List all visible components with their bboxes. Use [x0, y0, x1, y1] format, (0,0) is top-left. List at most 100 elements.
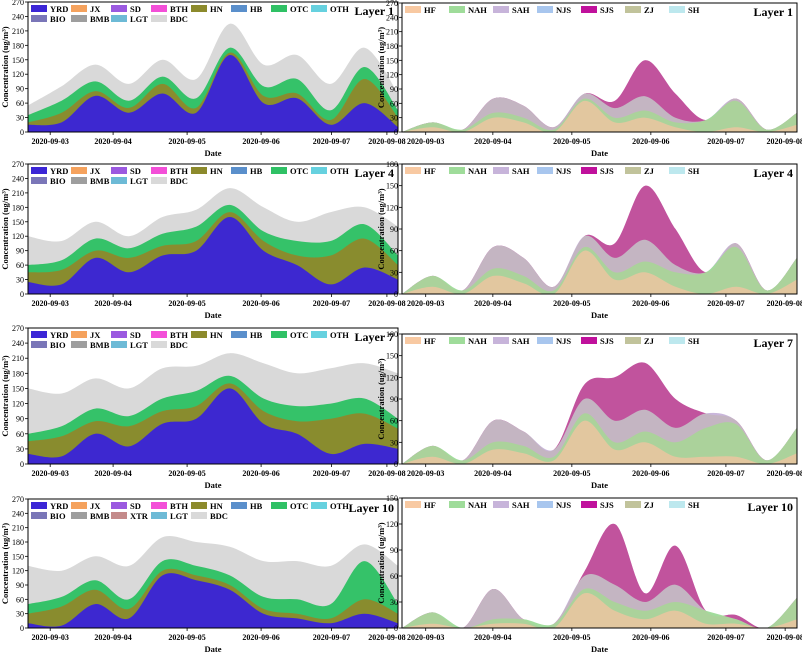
- legend-swatch: [71, 167, 87, 174]
- y-tick-label: 30: [16, 276, 24, 285]
- x-tick-label: 2020-09-03: [32, 137, 69, 146]
- area-yrd: [28, 388, 398, 464]
- legend-swatch: [493, 6, 509, 13]
- y-tick-label: 60: [16, 595, 24, 604]
- y-axis-title: Concentration (ug/m³): [376, 522, 386, 603]
- legend-label: BMB: [90, 176, 110, 186]
- area-hf: [402, 593, 797, 628]
- legend-label: LGT: [130, 176, 148, 186]
- y-tick-label: 240: [12, 174, 24, 183]
- y-axis-title: Concentration (ug/m³): [0, 355, 10, 436]
- panel-title: Layer 1: [754, 5, 793, 19]
- y-tick-label: 90: [16, 581, 24, 590]
- panel-title: Layer 10: [748, 500, 793, 514]
- legend-swatch: [111, 167, 127, 174]
- legend-swatch: [449, 6, 465, 13]
- legend-label: JX: [90, 166, 101, 176]
- legend-swatch: [625, 501, 641, 508]
- legend-label: BTH: [170, 501, 188, 511]
- x-tick-label: 2020-09-04: [474, 137, 511, 146]
- legend-label: SAH: [512, 166, 530, 176]
- x-tick-label: 2020-09-05: [553, 633, 590, 642]
- y-tick-label: 150: [386, 182, 398, 191]
- y-tick-label: 150: [386, 56, 398, 65]
- y-axis-title: Concentration (ug/m³): [0, 523, 10, 604]
- y-tick-label: 210: [12, 524, 24, 533]
- y-tick-label: 0: [20, 290, 24, 299]
- legend-label: HB: [250, 166, 263, 176]
- y-tick-label: 180: [12, 41, 24, 50]
- y-tick-label: 180: [386, 42, 398, 51]
- x-tick-label: 2020-09-06: [242, 137, 279, 146]
- legend-swatch: [71, 502, 87, 509]
- legend-label: NAH: [468, 336, 487, 346]
- legend-label: BTH: [170, 330, 188, 340]
- y-tick-label: 90: [16, 247, 24, 256]
- legend-swatch: [31, 177, 47, 184]
- y-tick-label: 180: [386, 160, 398, 169]
- x-tick-label: 2020-09-03: [32, 469, 69, 478]
- legend-label: SH: [688, 166, 700, 176]
- chart-panel-1: 0 30 60 90 120 150 180 210 240 270 2020-09-03 2020-…: [0, 0, 406, 158]
- legend-swatch: [71, 5, 87, 12]
- legend-swatch: [151, 331, 167, 338]
- legend-label: SH: [688, 500, 700, 510]
- legend-swatch: [231, 167, 247, 174]
- legend-swatch: [625, 6, 641, 13]
- stacked-areas: [402, 362, 797, 464]
- legend-label: SJS: [600, 5, 614, 15]
- legend-label: NAH: [468, 166, 487, 176]
- x-tick-label: 2020-09-07: [707, 137, 744, 146]
- legend-label: OTH: [330, 501, 349, 511]
- plot-frame: [401, 497, 798, 629]
- x-tick-label: 2020-09-05: [168, 299, 205, 308]
- legend-label: NAH: [468, 5, 487, 15]
- legend-swatch: [111, 331, 127, 338]
- legend-swatch: [151, 177, 167, 184]
- x-tick-label: 2020-09-07: [707, 633, 744, 642]
- legend-swatch: [537, 6, 553, 13]
- legend-swatch: [311, 331, 327, 338]
- legend-label: NJS: [556, 336, 571, 346]
- legend-label: BIO: [50, 340, 66, 350]
- legend-swatch: [191, 331, 207, 338]
- y-tick-label: 90: [390, 546, 398, 555]
- legend-label: ZJ: [644, 166, 655, 176]
- y-tick-label: 210: [12, 354, 24, 363]
- legend-swatch: [405, 6, 421, 13]
- y-tick-label: 150: [386, 494, 398, 503]
- stacked-areas: [402, 185, 797, 294]
- legend-swatch: [669, 337, 685, 344]
- legend-label: HB: [250, 501, 263, 511]
- y-tick-label: 30: [16, 114, 24, 123]
- legend-swatch: [31, 502, 47, 509]
- area-total-cap: [402, 185, 797, 294]
- legend-swatch: [231, 331, 247, 338]
- x-axis-title: Date: [591, 480, 608, 490]
- legend-label: SJS: [600, 500, 614, 510]
- x-tick-label: 2020-09-03: [32, 299, 69, 308]
- legend-label: HF: [424, 336, 436, 346]
- y-tick-label: 180: [386, 330, 398, 339]
- legend-label: SD: [130, 501, 141, 511]
- legend-swatch: [151, 341, 167, 348]
- legend-swatch: [31, 15, 47, 22]
- chart-panel-4: 0 30 60 90 120 150 180 2020-09-03 2020-09-04 2020…: [376, 160, 802, 320]
- legend-swatch: [311, 502, 327, 509]
- legend-label: LGT: [130, 340, 148, 350]
- area-total-cap: [402, 523, 797, 628]
- y-tick-label: 150: [12, 56, 24, 65]
- y-tick-label: 60: [16, 430, 24, 439]
- chart-panel-2: 0 30 60 90 120 150 180 210 240 270 2020-09-03 2020-…: [376, 0, 802, 158]
- legend-swatch: [311, 5, 327, 12]
- legend-label: ZJ: [644, 5, 655, 15]
- legend-swatch: [449, 501, 465, 508]
- y-tick-label: 120: [386, 520, 398, 529]
- y-tick-label: 30: [390, 438, 398, 447]
- legend-swatch: [111, 512, 127, 519]
- legend-label: BIO: [50, 14, 66, 24]
- stacked-areas: [28, 353, 398, 464]
- legend-label: NJS: [556, 5, 571, 15]
- y-tick-label: 180: [12, 369, 24, 378]
- x-tick-label: 2020-09-03: [407, 469, 444, 478]
